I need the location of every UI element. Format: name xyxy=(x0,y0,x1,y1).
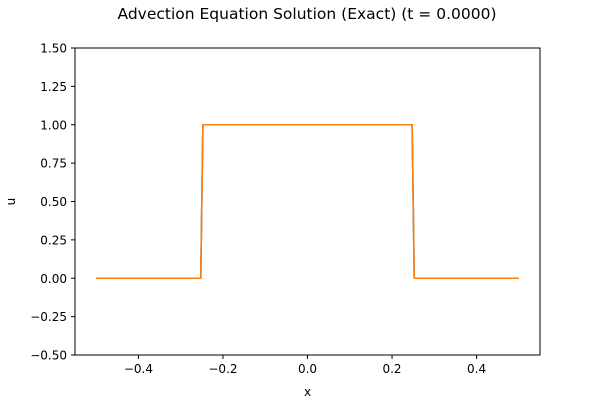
x-tick-label: 0.2 xyxy=(382,362,401,376)
y-tick-label: 1.00 xyxy=(40,118,67,132)
x-axis: −0.4 −0.2 0.0 0.2 0.4 xyxy=(124,355,486,376)
x-tick-label: 0.0 xyxy=(298,362,317,376)
plot-frame xyxy=(74,47,541,356)
y-tick-label: −0.25 xyxy=(30,310,67,324)
x-tick-label: −0.4 xyxy=(124,362,153,376)
y-axis: −0.50 −0.25 0.00 0.25 0.50 0.75 1.00 1.25 1.50 xyxy=(30,42,75,363)
y-tick-label: 1.25 xyxy=(40,80,67,94)
y-tick-label: 1.50 xyxy=(40,42,67,56)
x-axis-label: x xyxy=(304,385,311,399)
series-line-1 xyxy=(96,123,519,280)
y-tick-label: 0.25 xyxy=(40,233,67,247)
plot-series xyxy=(96,123,519,280)
y-tick-label: 0.50 xyxy=(40,195,67,209)
y-axis-label: u xyxy=(4,198,18,206)
y-tick-label: 0.00 xyxy=(40,272,67,286)
y-tick-label: −0.50 xyxy=(30,349,67,363)
chart-title: Advection Equation Solution (Exact) (t =… xyxy=(118,5,497,23)
x-tick-label: −0.2 xyxy=(208,362,237,376)
y-tick-label: 0.75 xyxy=(40,157,67,171)
x-tick-label: 0.4 xyxy=(467,362,486,376)
series-line-2 xyxy=(96,123,519,280)
